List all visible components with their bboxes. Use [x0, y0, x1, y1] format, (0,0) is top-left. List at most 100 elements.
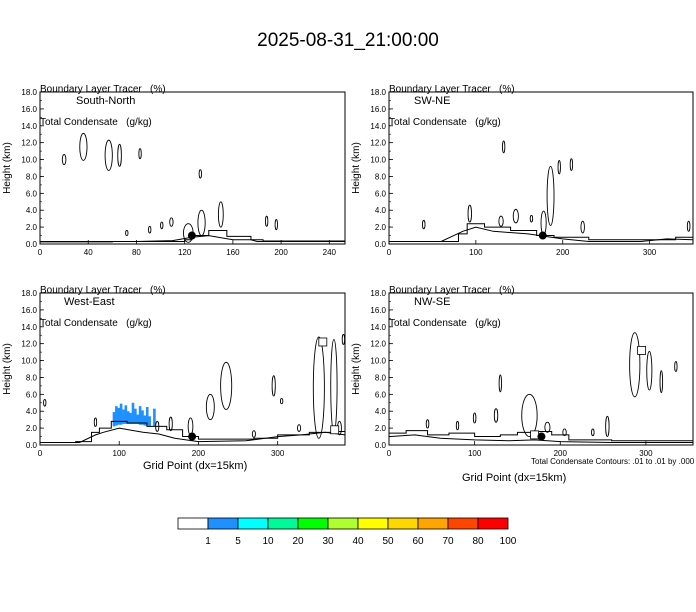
boundary-layer-line	[389, 223, 694, 242]
x-axis-title-right: Grid Point (dx=15km)	[462, 472, 567, 484]
condensate-contour	[148, 225, 152, 234]
x-tick-label: 300	[271, 449, 285, 458]
y-tick-label: 12.0	[370, 139, 386, 148]
x-tick-label: 40	[84, 248, 93, 257]
box-marker	[530, 430, 539, 440]
location-marker	[188, 432, 197, 441]
boundary-layer-line	[389, 430, 693, 442]
panel-label: West-East	[64, 296, 115, 308]
header-line2: Total Condensate (g/kg)	[389, 117, 501, 128]
condensate-contour	[198, 169, 202, 179]
condensate-contour	[467, 204, 472, 223]
plot-svg: 0.0 2.0 4.0 6.0 8.0 10.0 12.0 14.0 16.0 18.0 0 40 80…	[2, 88, 346, 257]
x-tick-label: 200	[192, 449, 206, 458]
x-tick-label: 120	[178, 248, 192, 257]
condensate-contour	[569, 158, 574, 171]
tracer-shading	[138, 406, 142, 425]
condensate-contour	[591, 428, 595, 437]
y-tick-label: 4.0	[375, 206, 387, 215]
condensate-contour	[493, 408, 499, 423]
x-tick-label: 160	[226, 248, 240, 257]
location-marker	[537, 432, 546, 441]
y-tick-label: 2.0	[26, 223, 38, 232]
colorbar-label: 70	[442, 536, 454, 547]
y-tick-label: 0.0	[375, 240, 387, 249]
tracer-shading	[134, 408, 137, 424]
plot-svg: 0.0 2.0 4.0 6.0 8.0 10.0 12.0 14.0 16.0 18.0 0 100 2…	[351, 88, 694, 257]
condensate-contour	[264, 215, 269, 227]
y-tick-label: 18.0	[21, 88, 37, 97]
condensate-contour	[117, 143, 122, 167]
footnote: Total Condensate Contours: .01 to .01 by…	[531, 457, 695, 466]
colorbar-swatch	[417, 517, 449, 530]
condensate-contour	[312, 336, 325, 439]
condensate-contour	[557, 159, 561, 175]
tracer-shading	[136, 414, 140, 424]
y-tick-label: 4.0	[26, 407, 38, 416]
panel-header: Boundary Layer Tracer (%) Total Condensa…	[389, 62, 515, 150]
x-axis-title-left: Grid Point (dx=15km)	[143, 460, 248, 472]
x-tick-label: 200	[556, 248, 570, 257]
colorbar-label: 1	[205, 536, 211, 547]
colorbar-label: 50	[382, 536, 394, 547]
x-tick-label: 300	[643, 248, 657, 257]
y-tick-label: 6.0	[375, 189, 387, 198]
header-line1: Boundary Layer Tracer (%)	[40, 285, 166, 296]
colorbar-swatch	[447, 517, 479, 530]
colorbar-swatch	[387, 517, 419, 530]
y-tick-label: 2.0	[375, 424, 387, 433]
condensate-contour	[529, 214, 534, 223]
condensate-contour	[279, 398, 284, 405]
tracer-shading	[145, 407, 149, 426]
panel-label: South-North	[76, 95, 135, 107]
condensate-contour	[104, 139, 113, 171]
tracer-shading	[122, 409, 125, 424]
condensate-contour	[605, 415, 610, 438]
header-line2: Total Condensate (g/kg)	[389, 318, 501, 329]
y-tick-label: 18.0	[370, 88, 386, 97]
y-tick-label: 8.0	[375, 373, 387, 382]
condensate-contour	[43, 398, 47, 407]
panel-header: Boundary Layer Tracer (%) Total Condensa…	[389, 263, 515, 351]
condensate-contour	[79, 132, 88, 161]
y-tick-label: 0.0	[26, 240, 38, 249]
condensate-contour	[168, 416, 173, 432]
tracer-shading	[129, 412, 132, 424]
condensate-contour	[187, 417, 194, 436]
condensate-contour	[155, 420, 160, 432]
tracer-shading	[119, 403, 123, 425]
box-marker	[637, 346, 647, 355]
condensate-contour	[502, 140, 506, 154]
y-tick-label: 18.0	[21, 289, 37, 298]
boundary-layer-line	[40, 229, 345, 243]
plot-svg: 0.0 2.0 4.0 6.0 8.0 10.0 12.0 14.0 16.0 18.0 0 100 2…	[2, 289, 346, 458]
tracer-shading	[153, 408, 156, 427]
condensate-contour	[425, 419, 430, 429]
header-line1: Boundary Layer Tracer (%)	[40, 84, 166, 95]
y-tick-label: 0.0	[375, 441, 387, 450]
condensate-contour	[274, 219, 278, 231]
tracer-shading	[148, 416, 151, 427]
condensate-contour	[512, 208, 519, 224]
plot-frame	[388, 292, 694, 446]
tracer-shading	[141, 410, 144, 425]
condensate-contour	[580, 220, 585, 234]
y-tick-label: 16.0	[21, 306, 37, 315]
condensate-contour	[498, 215, 504, 227]
x-tick-label: 100	[469, 248, 483, 257]
y-tick-label: 14.0	[21, 122, 37, 131]
colorbar-swatch	[207, 517, 239, 530]
condensate-contour	[251, 430, 256, 438]
colorbar-swatch	[477, 517, 509, 530]
location-marker	[538, 231, 547, 240]
tracer-shading	[115, 406, 118, 426]
colorbar-label: 30	[322, 536, 334, 547]
y-tick-label: 6.0	[375, 390, 387, 399]
condensate-contour	[421, 219, 426, 230]
panel-west-east: Boundary Layer Tracer (%) Total Condensa…	[0, 263, 348, 473]
condensate-contour	[197, 209, 206, 237]
condensate-contour	[544, 421, 551, 433]
box-marker	[330, 425, 340, 435]
y-tick-label: 14.0	[370, 122, 386, 131]
condensate-contour	[205, 393, 215, 421]
